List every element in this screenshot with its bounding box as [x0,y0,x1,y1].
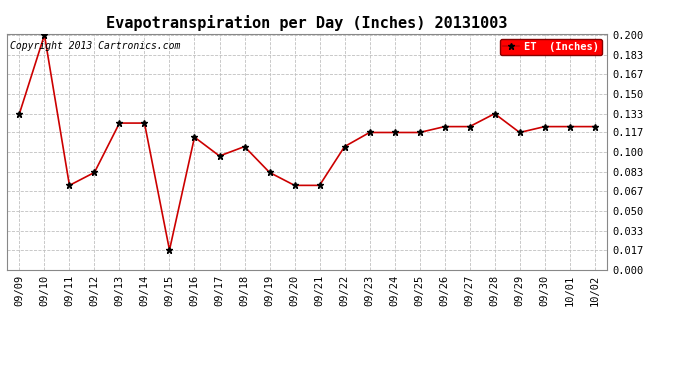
Title: Evapotranspiration per Day (Inches) 20131003: Evapotranspiration per Day (Inches) 2013… [106,15,508,31]
Legend: ET  (Inches): ET (Inches) [500,39,602,55]
Text: Copyright 2013 Cartronics.com: Copyright 2013 Cartronics.com [10,41,180,51]
